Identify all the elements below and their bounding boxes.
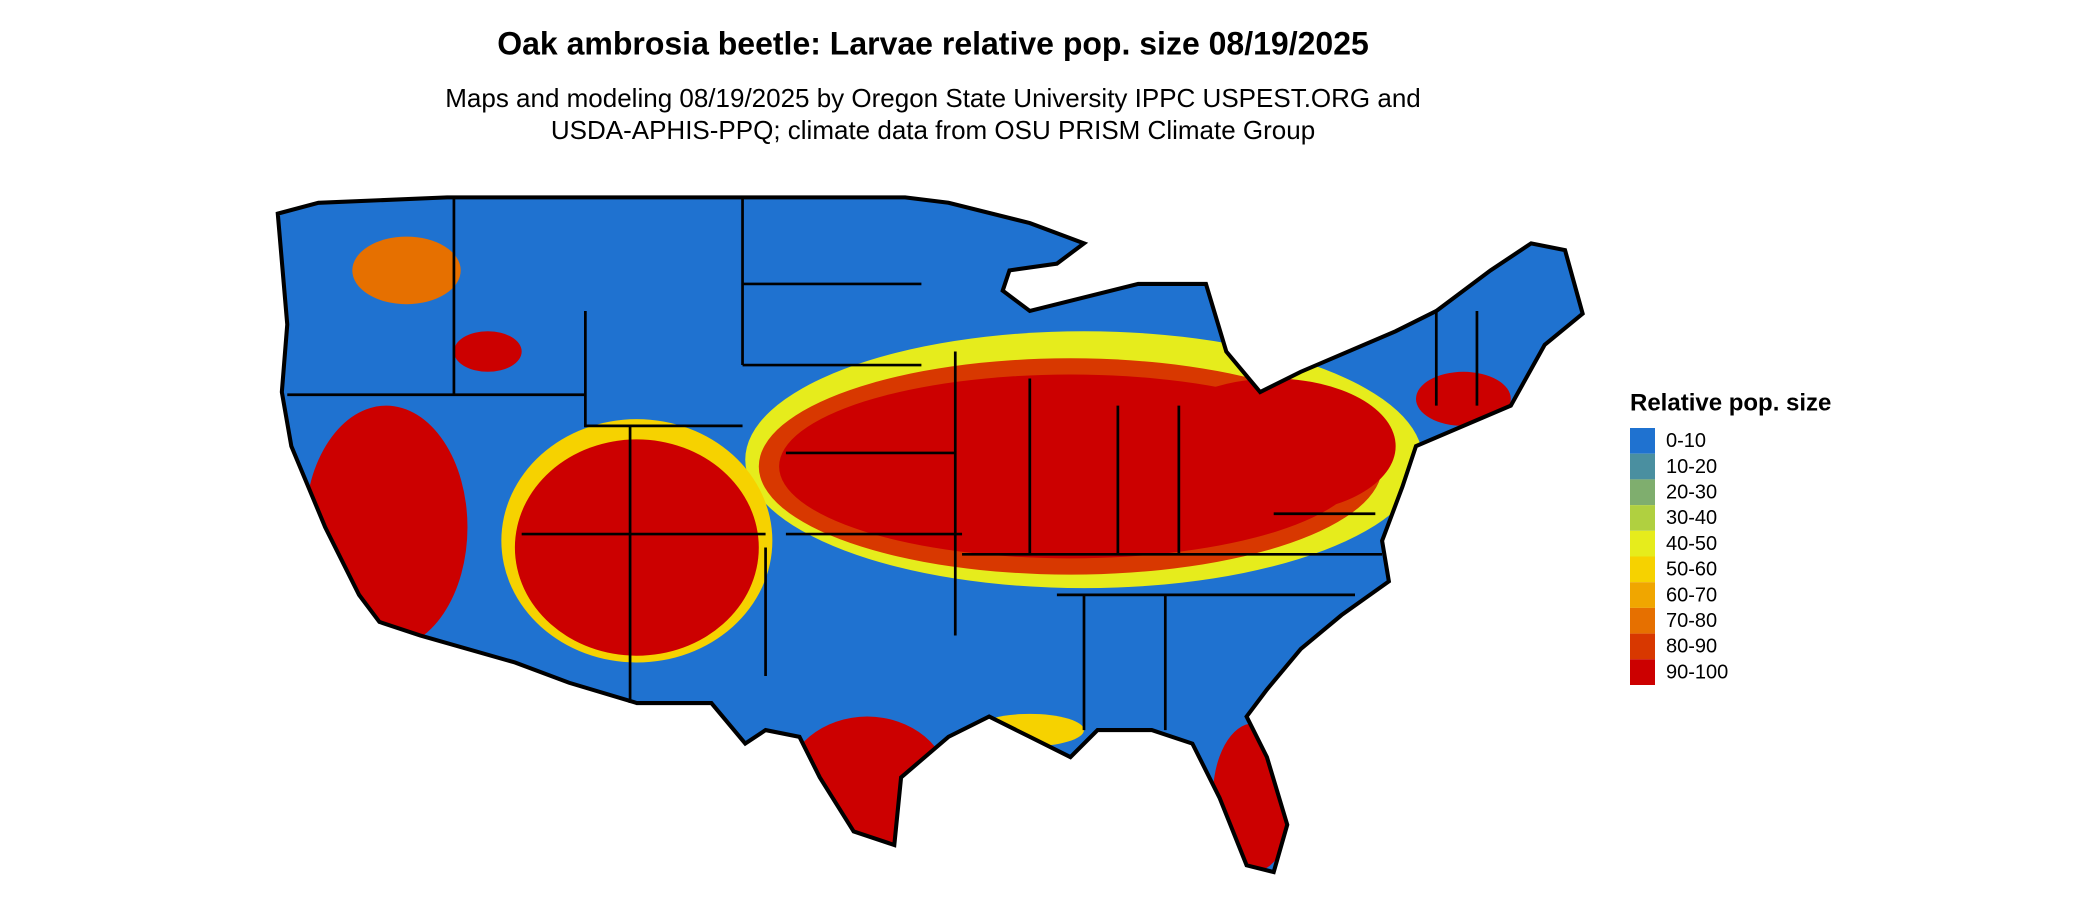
region	[1151, 378, 1396, 514]
legend-title: Relative pop. size	[1630, 389, 1831, 416]
region	[514, 439, 759, 656]
legend-label: 90-100	[1666, 661, 1728, 683]
legend-swatch	[1630, 633, 1655, 660]
legend-swatch	[1630, 556, 1655, 583]
legend-swatch	[1630, 607, 1655, 634]
legend-label: 0-10	[1666, 430, 1706, 452]
map	[275, 195, 1585, 875]
map-title: Oak ambrosia beetle: Larvae relative pop…	[497, 25, 1369, 61]
legend-label: 60-70	[1666, 584, 1717, 606]
region	[453, 331, 522, 372]
map-subtitle: USDA-APHIS-PPQ; climate data from OSU PR…	[551, 115, 1315, 145]
state-borders	[275, 195, 1585, 875]
legend-label: 50-60	[1666, 559, 1717, 581]
legend-swatch	[1630, 428, 1655, 454]
legend-swatch	[1630, 505, 1655, 531]
legend-swatch	[1630, 582, 1655, 608]
legend-swatch	[1630, 659, 1655, 685]
region	[1415, 371, 1511, 426]
legend-label: 20-30	[1666, 482, 1717, 504]
legend-label: 70-80	[1666, 610, 1717, 632]
legend-label: 80-90	[1666, 636, 1717, 658]
legend-label: 10-20	[1666, 456, 1717, 478]
legend-swatch	[1630, 479, 1655, 506]
legend-swatch	[1630, 453, 1655, 480]
region	[304, 405, 468, 649]
map-subtitle: Maps and modeling 08/19/2025 by Oregon S…	[445, 83, 1421, 113]
legend-swatch	[1630, 530, 1655, 557]
region	[785, 716, 949, 852]
legend: 0-10 10-20 20-30 30-40 40-50 50-60 60-70 70-80 8…	[1630, 428, 1728, 685]
region	[352, 236, 461, 305]
legend-label: 30-40	[1666, 507, 1717, 529]
legend-label: 40-50	[1666, 533, 1717, 555]
